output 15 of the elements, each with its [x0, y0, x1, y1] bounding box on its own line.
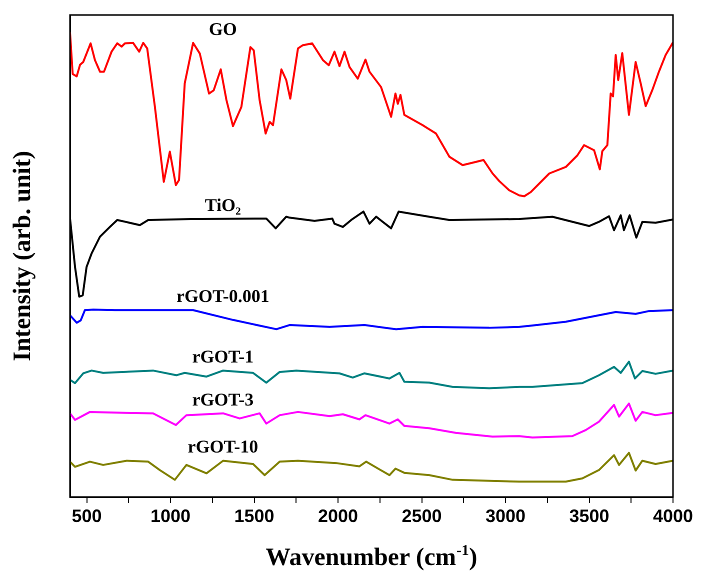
x-tick-label: 1000	[150, 506, 191, 526]
x-tick-label: 2000	[318, 506, 358, 526]
x-tick-label: 4000	[652, 506, 694, 526]
x-tick-label: 1500	[234, 506, 274, 526]
series-label: rGOT-10	[188, 436, 258, 457]
x-tick-label: 3000	[485, 506, 526, 526]
x-tick-label: 2500	[402, 506, 442, 526]
series-label: GO	[208, 18, 237, 39]
y-axis-title: Intensity (arb. unit)	[9, 150, 36, 362]
series-label: rGOT-0.001	[176, 286, 270, 306]
x-tick-label: 500	[72, 506, 102, 526]
series-label: rGOT-3	[192, 389, 254, 410]
series-label: TiO₂	[204, 195, 241, 216]
series-label: rGOT-1	[192, 346, 254, 367]
x-tick-label: 3500	[569, 506, 610, 526]
